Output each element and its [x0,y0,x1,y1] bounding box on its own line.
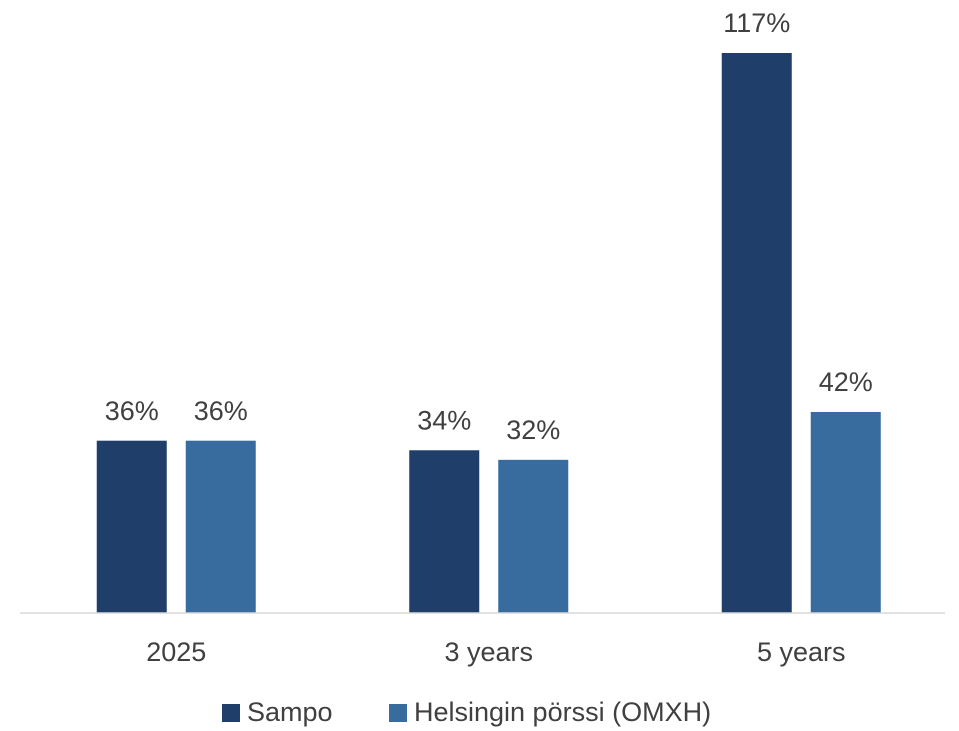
legend-swatch [389,704,407,722]
x-tick-label: 5 years [757,637,846,667]
value-label: 34% [417,405,471,435]
x-tick-label: 2025 [146,637,206,667]
bar [810,411,881,613]
x-tick-label: 3 years [444,637,533,667]
legend-label: Helsingin pörssi (OMXH) [414,697,711,727]
value-label: 117% [723,8,790,38]
legend-label: Sampo [247,697,333,727]
value-label: 42% [819,367,873,397]
bar [721,53,792,613]
bar [498,459,569,613]
value-label: 36% [194,396,248,426]
legend-swatch [222,704,240,722]
value-label: 32% [506,415,560,445]
bar [409,450,480,613]
bar [185,440,256,613]
value-label: 36% [105,396,159,426]
bar [96,440,167,613]
